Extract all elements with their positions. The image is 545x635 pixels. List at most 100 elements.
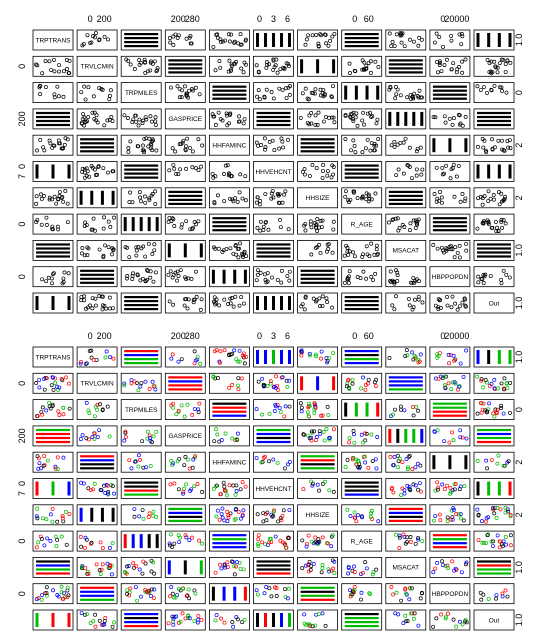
panel-1-3 [164,55,206,77]
data-point [86,115,91,120]
data-bar [354,402,358,417]
panel-7-1 [76,530,118,552]
data-point [306,401,311,406]
data-point [279,518,284,523]
data-band [124,308,159,311]
data-point [123,429,128,434]
left-tick-label: 0 [17,64,27,69]
data-point [463,562,468,567]
panel-frame [473,609,515,631]
data-point [42,387,47,392]
data-point [391,490,396,495]
data-point [50,224,55,229]
data-point [238,487,243,492]
data-point [508,514,513,519]
data-band [168,376,203,379]
data-point [503,62,508,66]
data-point [183,144,188,149]
data-bar [243,269,247,284]
data-point [458,484,463,489]
data-point [345,381,350,386]
data-point [309,111,314,115]
data-point [353,150,358,155]
data-point [363,146,368,151]
data-point [401,171,406,176]
data-point [38,137,43,142]
data-point [302,307,307,312]
data-point [47,197,52,202]
data-point [104,306,109,311]
data-point [255,268,260,273]
data-point [224,111,229,116]
panel-8-1 [76,556,118,578]
data-point [48,406,53,411]
variable-label: TRVLCMIN [81,64,114,71]
data-point [348,514,353,518]
data-point [457,243,462,248]
data-point [83,220,88,225]
data-point [269,594,274,599]
data-point [239,66,244,71]
data-bar [272,350,275,364]
data-point [271,96,276,101]
panel-10-8 [385,292,427,314]
data-point [495,461,500,466]
data-point [176,408,181,413]
panel-2-4 [208,399,250,420]
data-point [492,414,497,419]
data-point [366,377,371,382]
panel-frame [297,239,339,261]
panel-9-1 [76,583,118,605]
panel-frame [473,82,515,103]
panel-0-6 [297,346,339,368]
data-point [359,386,364,391]
data-point [122,383,127,388]
data-point [439,195,444,200]
data-point [409,96,413,101]
data-point [316,41,321,46]
data-point [181,138,186,143]
data-point [416,408,420,413]
data-point [435,480,440,485]
data-point [476,280,481,285]
data-point [464,241,469,246]
data-point [460,70,465,75]
top-tick-label: 60 [364,331,374,341]
data-point [236,387,241,392]
panel-7-0 [32,530,74,552]
data-point [345,457,350,462]
panel-frame [297,161,339,182]
data-point [61,199,66,204]
data-point [261,519,266,524]
data-point [367,591,372,596]
data-point [408,221,413,226]
data-point [140,148,145,153]
panel-frame [253,213,294,235]
data-point [240,513,245,518]
data-point [59,590,64,595]
data-band [124,41,159,44]
data-point [139,381,144,385]
data-point [405,535,410,540]
data-point [88,621,93,625]
top-tick-label: 3 [271,331,276,341]
data-point [59,584,64,589]
data-point [451,61,456,66]
data-point [322,438,327,443]
data-point [82,253,87,258]
data-point [191,297,196,302]
data-point [143,115,148,120]
data-band [36,432,70,436]
data-point [486,532,491,537]
data-point [56,94,61,99]
right-tick-label: 0 [514,90,524,95]
data-bar [199,243,203,258]
data-point [192,484,197,489]
right-tick-label: 0 [514,407,524,412]
data-point [213,68,218,73]
panel-9-0 [32,266,74,288]
data-point [169,458,174,463]
data-point [83,361,88,366]
data-point [98,572,103,577]
data-point [449,33,454,38]
